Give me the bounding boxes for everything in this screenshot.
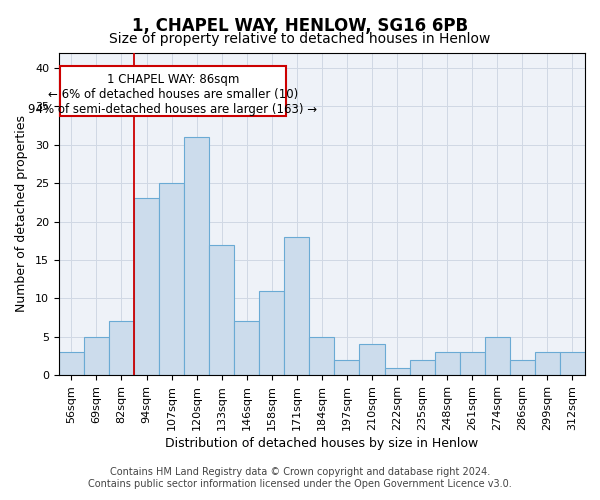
Bar: [535, 352, 560, 375]
X-axis label: Distribution of detached houses by size in Henlow: Distribution of detached houses by size …: [165, 437, 479, 450]
Bar: [284, 237, 310, 375]
Bar: [385, 368, 410, 375]
Bar: [209, 244, 234, 375]
Bar: [560, 352, 585, 375]
Text: 94% of semi-detached houses are larger (163) →: 94% of semi-detached houses are larger (…: [28, 103, 317, 116]
Text: 1, CHAPEL WAY, HENLOW, SG16 6PB: 1, CHAPEL WAY, HENLOW, SG16 6PB: [132, 18, 468, 36]
Bar: [59, 352, 84, 375]
FancyBboxPatch shape: [60, 66, 286, 116]
Y-axis label: Number of detached properties: Number of detached properties: [15, 116, 28, 312]
Bar: [109, 322, 134, 375]
Bar: [359, 344, 385, 375]
Text: 1 CHAPEL WAY: 86sqm: 1 CHAPEL WAY: 86sqm: [107, 72, 239, 86]
Bar: [334, 360, 359, 375]
Bar: [84, 337, 109, 375]
Bar: [485, 337, 510, 375]
Bar: [510, 360, 535, 375]
Bar: [310, 337, 334, 375]
Text: Contains HM Land Registry data © Crown copyright and database right 2024.
Contai: Contains HM Land Registry data © Crown c…: [88, 468, 512, 489]
Bar: [134, 198, 159, 375]
Bar: [434, 352, 460, 375]
Bar: [159, 183, 184, 375]
Bar: [184, 137, 209, 375]
Text: Size of property relative to detached houses in Henlow: Size of property relative to detached ho…: [109, 32, 491, 46]
Text: ← 6% of detached houses are smaller (10): ← 6% of detached houses are smaller (10): [47, 88, 298, 101]
Bar: [234, 322, 259, 375]
Bar: [460, 352, 485, 375]
Bar: [410, 360, 434, 375]
Bar: [259, 290, 284, 375]
